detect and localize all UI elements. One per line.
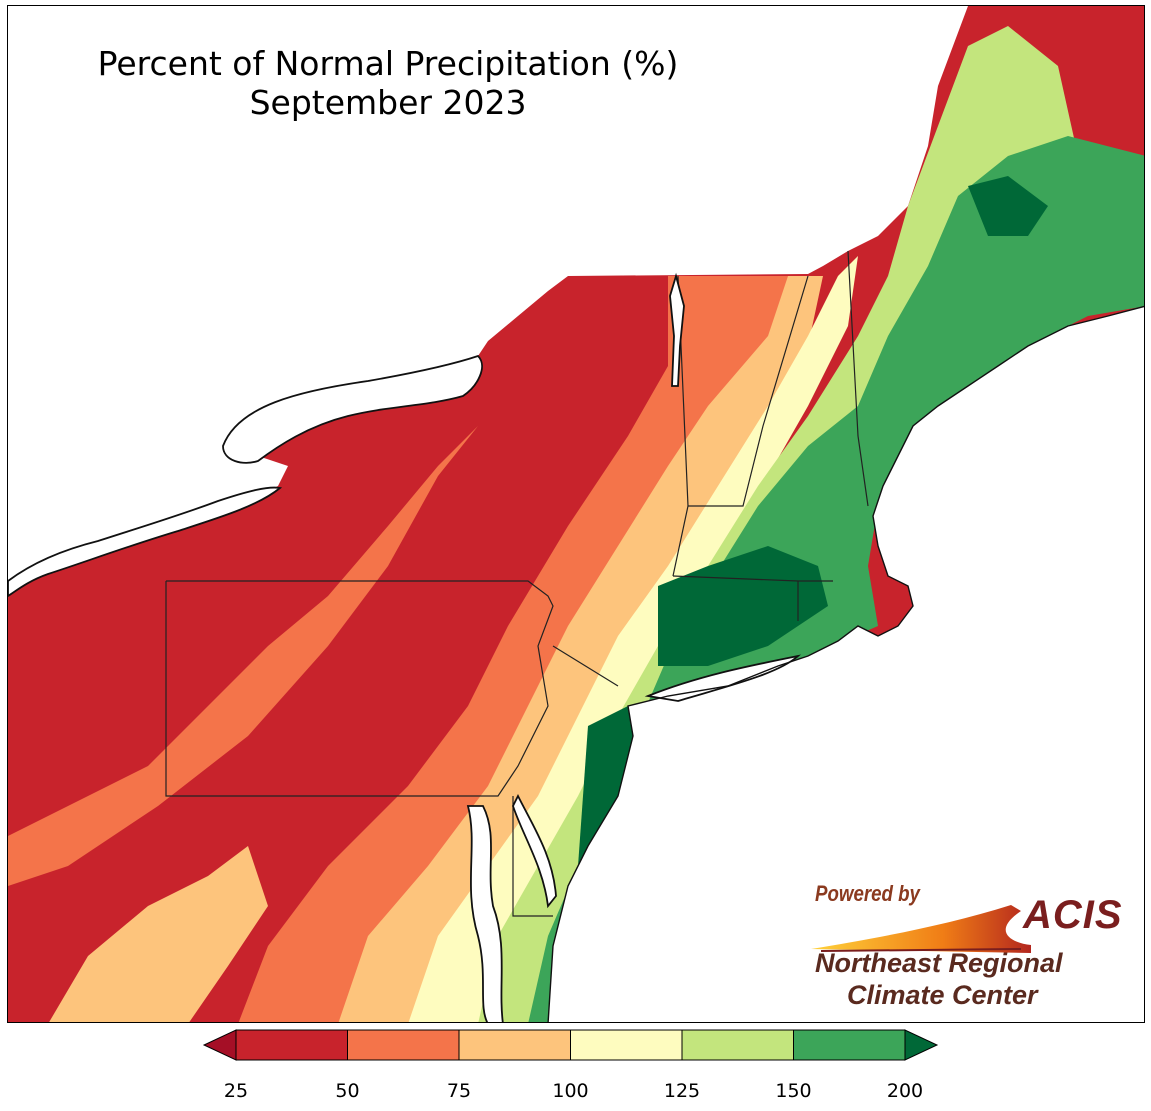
acis-swoosh-logo <box>811 905 1031 953</box>
legend-tick-label: 150 <box>775 1080 812 1102</box>
powered-by-label: Powered by <box>815 881 920 906</box>
delaware-bay <box>512 793 557 909</box>
legend-bin-25-50 <box>235 1029 348 1061</box>
legend-tick-label: 200 <box>886 1080 924 1102</box>
md-de-border <box>512 796 553 917</box>
legend-bin-50-75 <box>347 1029 460 1061</box>
lake-champlain <box>669 272 685 387</box>
band-dry <box>238 276 808 1022</box>
chesapeake-bay <box>466 805 504 1022</box>
legend-colorbar <box>202 1029 939 1061</box>
vt-nh-border <box>688 275 809 507</box>
map-title: Percent of Normal Precipitation (%) <box>97 44 679 83</box>
map-frame: Percent of Normal Precipitation (%) Sept… <box>7 5 1145 1023</box>
legend-bin-100-125 <box>570 1029 683 1061</box>
band-very-wet-me <box>968 176 1048 236</box>
legend-bin-150-200 <box>793 1029 906 1061</box>
long-island-sound <box>644 654 802 702</box>
nj-ny-border <box>552 645 619 687</box>
precipitation-map <box>8 6 1144 1022</box>
lake-ontario <box>222 354 483 464</box>
legend-tick-label: 50 <box>335 1080 360 1102</box>
legend-below-arrow <box>202 1029 237 1061</box>
band-dry-west <box>8 426 478 886</box>
legend-above-arrow <box>904 1029 939 1061</box>
lake-erie <box>8 486 283 598</box>
band-slightly-dry <box>338 276 823 1022</box>
lakes <box>8 272 802 1022</box>
legend-bin-75-100 <box>458 1029 571 1061</box>
legend-tick-label: 125 <box>663 1080 701 1102</box>
org-name-line2: Climate Center <box>847 980 1038 1010</box>
legend-tick-label: 25 <box>223 1080 249 1102</box>
coastline <box>547 305 1144 1022</box>
acis-logo-text: ACIS <box>1023 893 1123 937</box>
pa-border <box>165 580 554 797</box>
org-name-line1: Northeast Regional <box>815 948 1063 978</box>
acis-credit: Powered by ACIS Northeast Regional Clima… <box>801 881 1131 1011</box>
band-normal <box>408 256 858 1022</box>
legend-tick-label: 75 <box>446 1080 472 1102</box>
band-very-wet-nj <box>578 706 648 866</box>
nh-me-border <box>847 250 869 507</box>
band-wet <box>528 136 1144 1022</box>
legend-tick-label: 100 <box>552 1080 589 1102</box>
state-borders <box>165 250 869 917</box>
map-subtitle: September 2023 <box>249 83 527 122</box>
band-slightly-dry-south <box>48 846 268 1022</box>
band-very-wet-ct <box>658 546 828 666</box>
legend-bin-125-150 <box>681 1029 794 1061</box>
